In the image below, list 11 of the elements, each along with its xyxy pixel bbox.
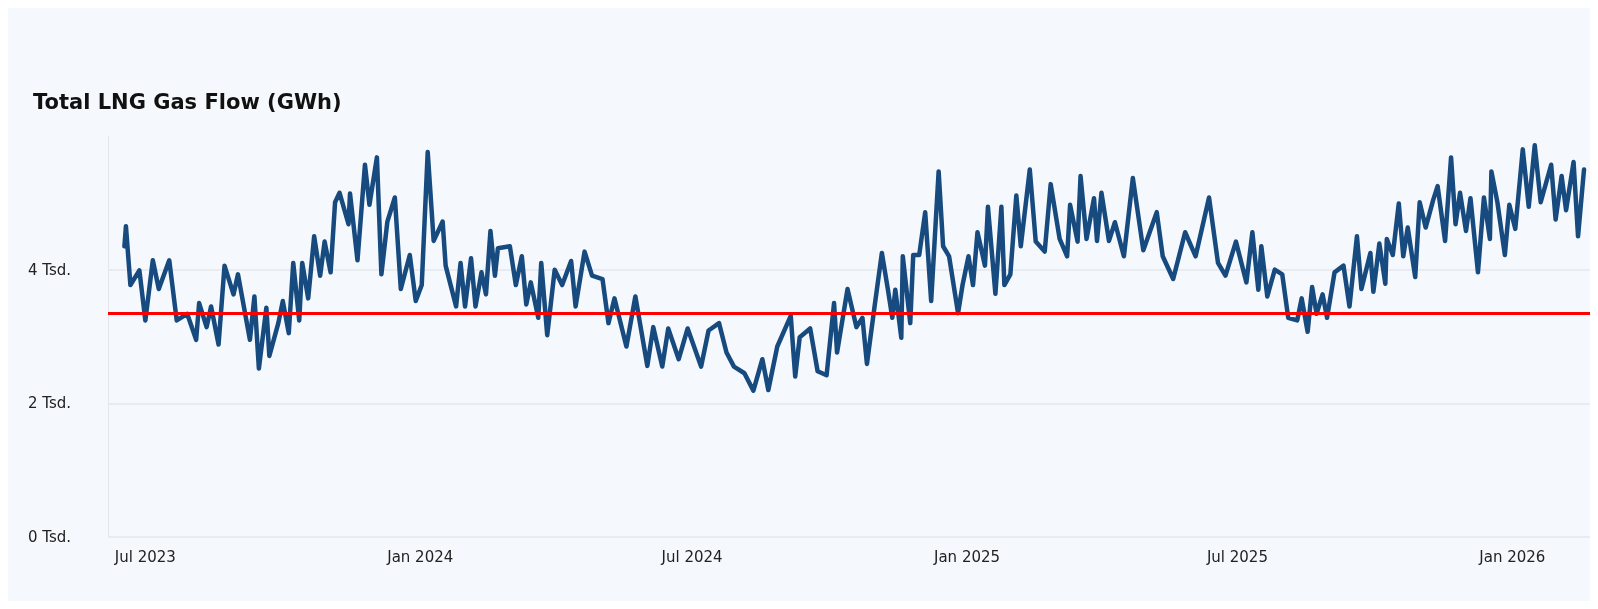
y-tick-label: 0 Tsd. — [28, 528, 72, 546]
y-tick-label: 4 Tsd. — [28, 260, 72, 279]
chart-title: Total LNG Gas Flow (GWh) — [33, 89, 342, 114]
x-tick-label: Jul 2023 — [113, 547, 176, 566]
y-tick-label: 2 Tsd. — [28, 394, 72, 413]
x-tick-label: Jul 2025 — [1205, 547, 1268, 566]
x-tick-label: Jan 2026 — [1478, 547, 1546, 566]
x-tick-label: Jul 2024 — [660, 547, 723, 566]
x-tick-label: Jan 2025 — [932, 547, 1001, 566]
line-series — [122, 143, 1587, 393]
x-tick-label: Jan 2024 — [386, 547, 454, 566]
